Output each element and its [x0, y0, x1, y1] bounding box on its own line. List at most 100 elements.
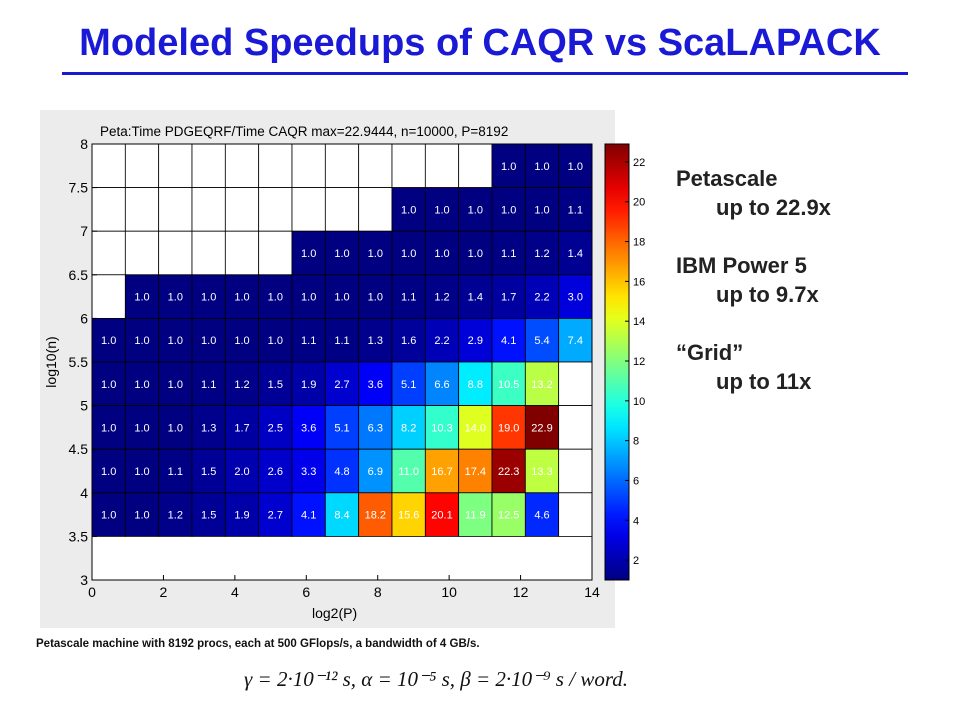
- heatmap-cell-empty: [224, 187, 260, 232]
- y-tick-label: 3: [80, 572, 88, 588]
- y-tick-label: 4: [80, 485, 88, 501]
- heatmap-cell-empty: [391, 143, 426, 188]
- heatmap-cell-empty: [558, 448, 593, 494]
- heatmap-cell-empty: [324, 187, 360, 232]
- heatmap-cell-empty: [191, 230, 226, 276]
- heatmap-cell-empty: [124, 143, 160, 188]
- heatmap-cell: [191, 448, 226, 494]
- heatmap-cell: [424, 361, 460, 406]
- heatmap-cell: [324, 492, 360, 537]
- cell-label: 1.0: [301, 248, 316, 260]
- cell-label: 1.0: [134, 335, 149, 347]
- heatmap-cell-empty: [324, 143, 360, 188]
- cell-label: 1.6: [401, 335, 416, 347]
- colorbar-tick-label: 10: [633, 396, 645, 408]
- heatmap-cell: [324, 230, 360, 276]
- cell-label: 1.0: [334, 292, 349, 304]
- cell-label: 1.0: [134, 422, 149, 434]
- cell-label: 1.0: [168, 422, 183, 434]
- cell-label: 1.0: [101, 422, 116, 434]
- cell-label: 8.2: [401, 422, 416, 434]
- colorbar-tick-label: 2: [633, 555, 639, 567]
- cell-label: 1.0: [368, 292, 383, 304]
- heatmap-cell-empty: [291, 187, 326, 232]
- colorbar-tick-label: 8: [633, 436, 639, 448]
- cell-label: 6.9: [368, 466, 383, 478]
- side-notes: Petascale up to 22.9x IBM Power 5 up to 9.7…: [676, 164, 831, 425]
- heatmap-cell: [324, 361, 360, 406]
- heatmap-cell: [291, 274, 326, 319]
- cell-label: 1.0: [368, 248, 383, 260]
- cell-label: 1.0: [101, 466, 116, 478]
- cell-label: 6.6: [434, 379, 449, 391]
- heatmap-cell: [524, 361, 560, 406]
- heatmap-cell: [124, 405, 160, 450]
- cell-label: 14.0: [465, 422, 486, 434]
- cell-label: 1.9: [234, 510, 249, 522]
- cell-label: 1.0: [468, 204, 483, 216]
- heatmap-cell: [424, 230, 460, 276]
- cell-label: 2.5: [268, 422, 283, 434]
- cell-label: 4.1: [301, 510, 316, 522]
- cell-label: 1.0: [534, 161, 549, 173]
- heatmap-cell: [558, 317, 593, 363]
- note-heading: “Grid”: [676, 340, 744, 365]
- heatmap-cell: [391, 274, 426, 319]
- cell-label: 1.5: [268, 379, 283, 391]
- colorbar-tick-label: 16: [633, 276, 645, 288]
- x-tick-label: 6: [302, 584, 310, 600]
- heatmap-cell: [158, 361, 193, 406]
- cell-label: 8.4: [334, 510, 349, 522]
- heatmap-cell-empty: [158, 187, 193, 232]
- cell-label: 1.1: [301, 335, 316, 347]
- cell-label: 13.3: [531, 466, 552, 478]
- heatmap-cell: [424, 317, 460, 363]
- heatmap-cell: [558, 274, 593, 319]
- cell-label: 1.0: [434, 204, 449, 216]
- y-tick-label: 6.5: [69, 267, 89, 283]
- heatmap-cell: [224, 317, 260, 363]
- cell-label: 1.7: [501, 292, 516, 304]
- cell-label: 3.6: [301, 422, 316, 434]
- cell-label: 1.2: [234, 379, 249, 391]
- cell-label: 8.8: [468, 379, 483, 391]
- heatmap-cell-empty: [91, 230, 126, 276]
- heatmap-cell-empty: [158, 143, 193, 188]
- heatmap-cell: [424, 405, 460, 450]
- cell-label: 1.2: [168, 510, 183, 522]
- heatmap-cell-empty: [124, 230, 160, 276]
- heatmap-cell: [324, 317, 360, 363]
- cell-label: 1.7: [234, 422, 249, 434]
- cell-label: 18.2: [365, 510, 386, 522]
- heatmap-cell: [191, 361, 226, 406]
- x-tick-label: 2: [160, 584, 168, 600]
- heatmap-cell-empty: [358, 143, 393, 188]
- cell-label: 1.0: [201, 335, 216, 347]
- heatmap-cell-empty: [91, 187, 126, 232]
- cell-label: 1.0: [168, 292, 183, 304]
- chart-title: Peta:Time PDGEQRF/Time CAQR max=22.9444,…: [100, 124, 508, 139]
- cell-label: 1.0: [501, 161, 516, 173]
- cell-label: 1.1: [568, 204, 583, 216]
- cell-label: 1.0: [234, 292, 249, 304]
- cell-label: 1.0: [334, 248, 349, 260]
- title-underline: [62, 72, 908, 75]
- cell-label: 1.1: [201, 379, 216, 391]
- heatmap-cell: [358, 230, 393, 276]
- cell-label: 19.0: [498, 422, 519, 434]
- cell-label: 1.5: [201, 510, 216, 522]
- note-heading: IBM Power 5: [676, 253, 807, 278]
- heatmap-cell-empty: [458, 143, 493, 188]
- cell-label: 2.2: [434, 335, 449, 347]
- heatmap-cell: [491, 187, 526, 232]
- heatmap-cell: [291, 492, 326, 537]
- cell-label: 11.0: [398, 466, 419, 478]
- cell-label: 1.0: [101, 335, 116, 347]
- heatmap-cell-empty: [424, 143, 460, 188]
- heatmap-cell: [191, 492, 226, 537]
- cell-label: 11.9: [465, 510, 486, 522]
- heatmap-cell-empty: [558, 361, 593, 406]
- cell-label: 5.4: [534, 335, 549, 347]
- y-tick-label: 5.5: [69, 354, 89, 370]
- heatmap-cell: [291, 405, 326, 450]
